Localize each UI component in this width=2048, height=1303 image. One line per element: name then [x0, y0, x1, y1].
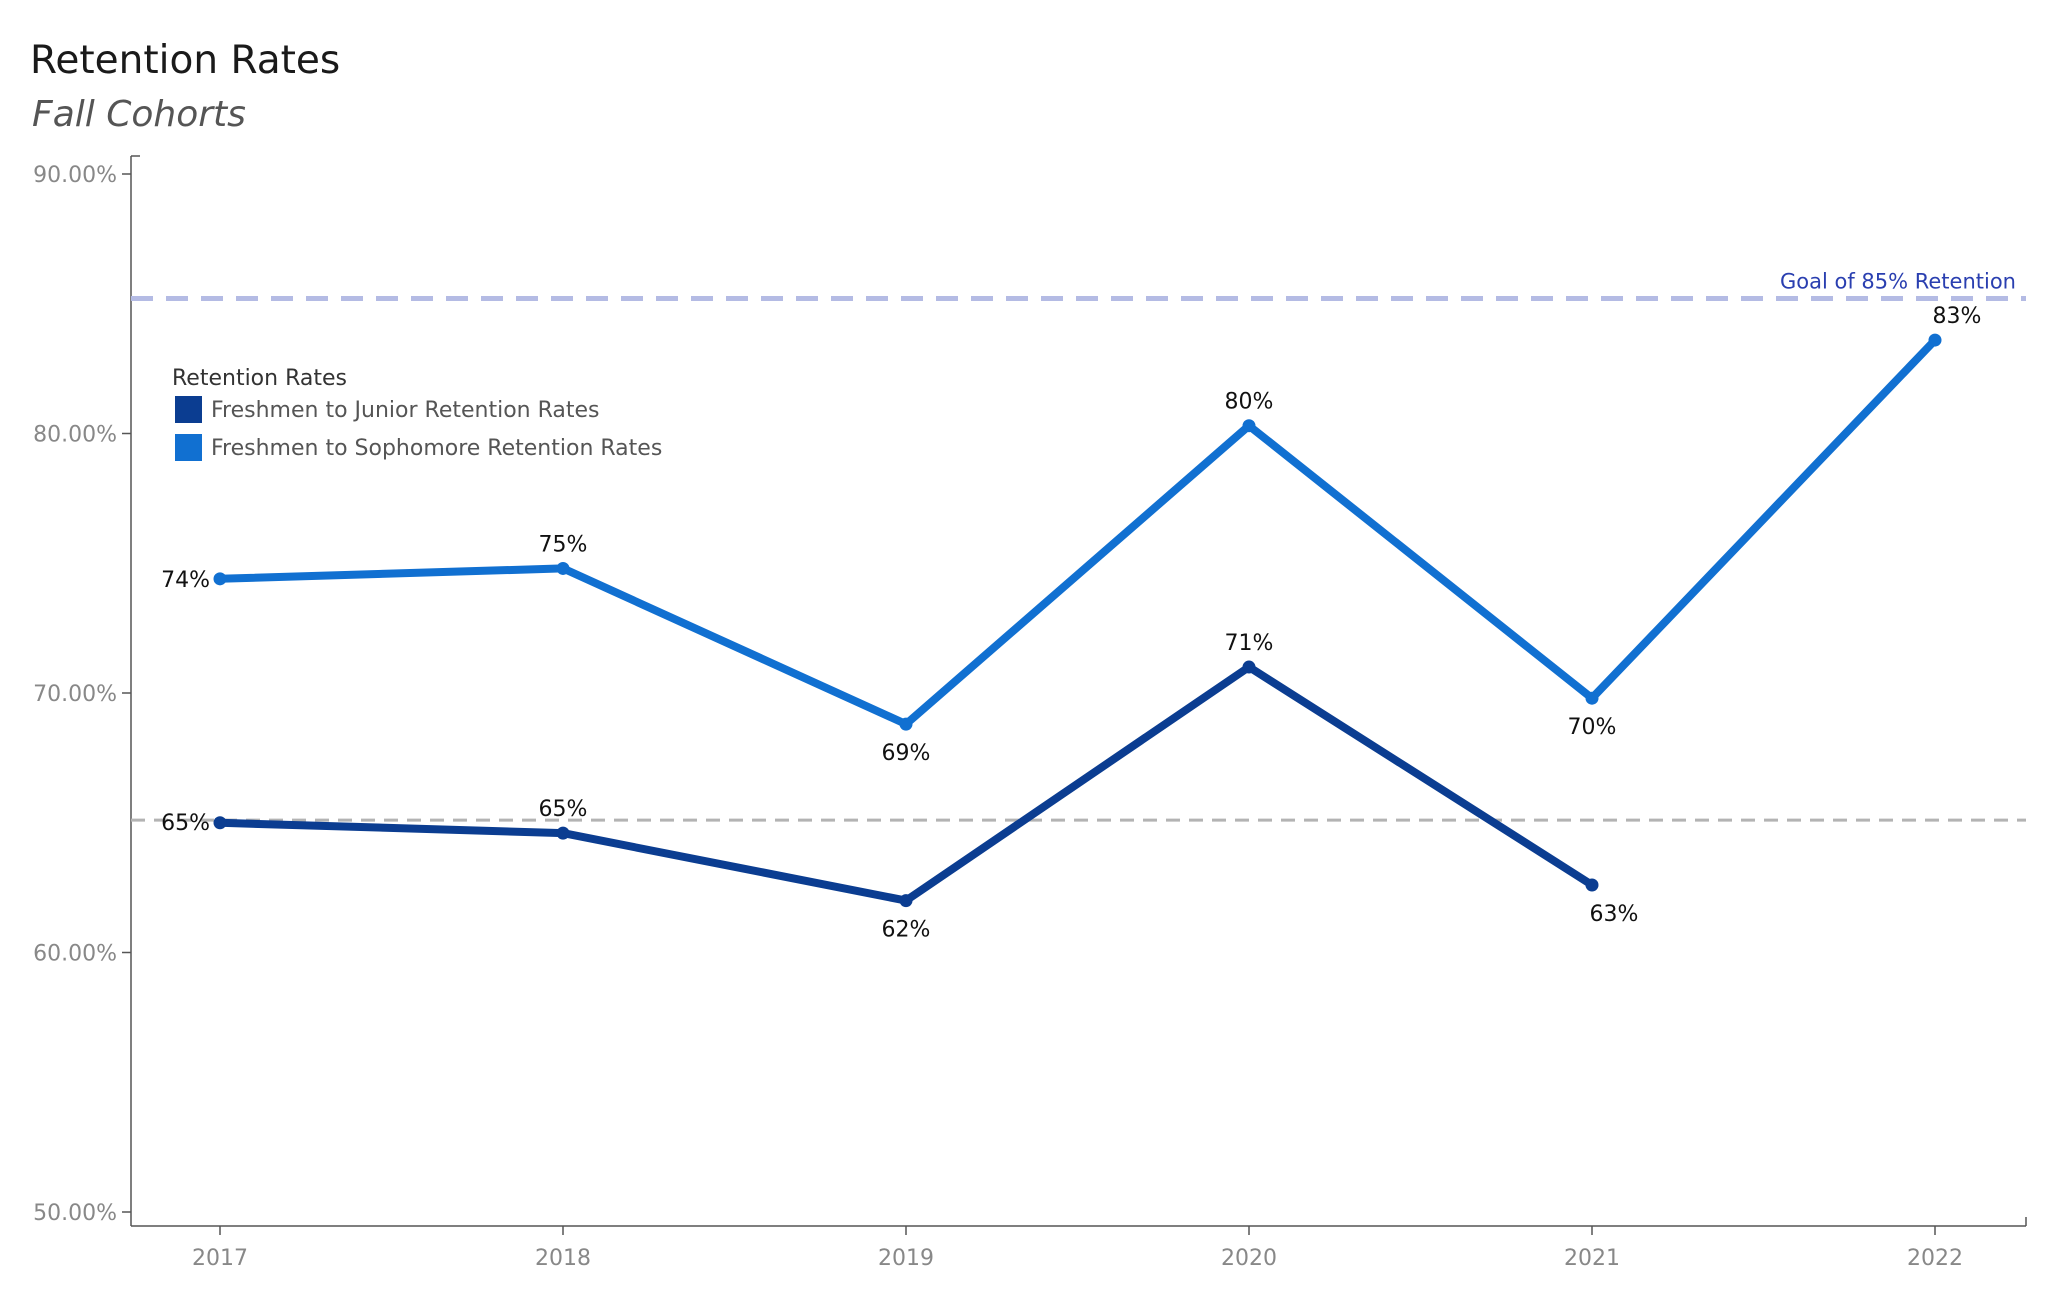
y-tick-label: 50.00%	[33, 1201, 117, 1226]
y-tick-label: 60.00%	[33, 942, 117, 967]
data-label: 63%	[1590, 902, 1639, 927]
legend-title: Retention Rates	[172, 366, 347, 391]
data-point	[556, 826, 570, 840]
data-label: 62%	[882, 918, 931, 943]
x-tick-label: 2021	[1564, 1246, 1620, 1271]
data-label: 75%	[539, 532, 588, 557]
y-tick-label: 70.00%	[33, 682, 117, 707]
x-tick-label: 2017	[192, 1246, 248, 1271]
data-point	[213, 572, 227, 586]
data-point	[556, 561, 570, 575]
data-label: 80%	[1225, 390, 1274, 415]
legend-item-label: Freshmen to Sophomore Retention Rates	[211, 436, 662, 461]
data-point	[1242, 660, 1256, 674]
data-label: 65%	[161, 811, 210, 836]
data-point	[1585, 691, 1599, 705]
data-label: 70%	[1568, 715, 1617, 740]
x-tick-label: 2018	[535, 1246, 591, 1271]
chart-title: Retention Rates	[30, 38, 341, 83]
data-point	[899, 717, 913, 731]
legend-swatch	[175, 396, 202, 423]
legend-item-label: Freshmen to Junior Retention Rates	[211, 398, 600, 423]
data-label: 74%	[161, 568, 210, 593]
series-line	[216, 663, 1596, 905]
x-tick-label: 2020	[1221, 1246, 1277, 1271]
data-label: 83%	[1933, 304, 1982, 329]
legend-swatch	[175, 434, 202, 461]
y-tick-label: 90.00%	[33, 163, 117, 188]
data-point	[1928, 333, 1942, 347]
data-label: 69%	[882, 741, 931, 766]
y-tick-label: 80.00%	[33, 423, 117, 448]
data-point	[1585, 878, 1599, 892]
data-point	[1242, 419, 1256, 433]
data-label: 71%	[1225, 631, 1274, 656]
x-tick-label: 2022	[1907, 1246, 1963, 1271]
series-line	[216, 336, 1939, 729]
reference-line-label: Goal of 85% Retention	[1780, 270, 2016, 294]
data-label: 65%	[539, 797, 588, 822]
x-tick-label: 2019	[878, 1246, 934, 1271]
chart-subtitle: Fall Cohorts	[32, 94, 246, 135]
data-point	[213, 816, 227, 830]
data-point	[899, 894, 913, 908]
